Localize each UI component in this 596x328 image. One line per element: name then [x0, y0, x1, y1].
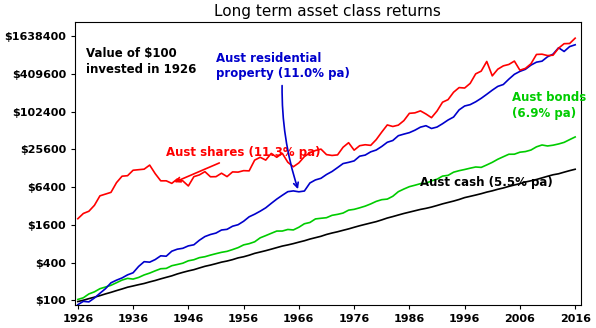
Text: Aust shares (11.3% pa): Aust shares (11.3% pa)	[166, 146, 321, 182]
Text: Value of $100
invested in 1926: Value of $100 invested in 1926	[86, 47, 197, 76]
Text: Aust bonds
(6.9% pa): Aust bonds (6.9% pa)	[511, 91, 586, 120]
Text: Aust cash (5.5% pa): Aust cash (5.5% pa)	[420, 176, 553, 189]
Text: Aust residential
property (11.0% pa): Aust residential property (11.0% pa)	[216, 52, 350, 187]
Title: Long term asset class returns: Long term asset class returns	[215, 4, 441, 19]
